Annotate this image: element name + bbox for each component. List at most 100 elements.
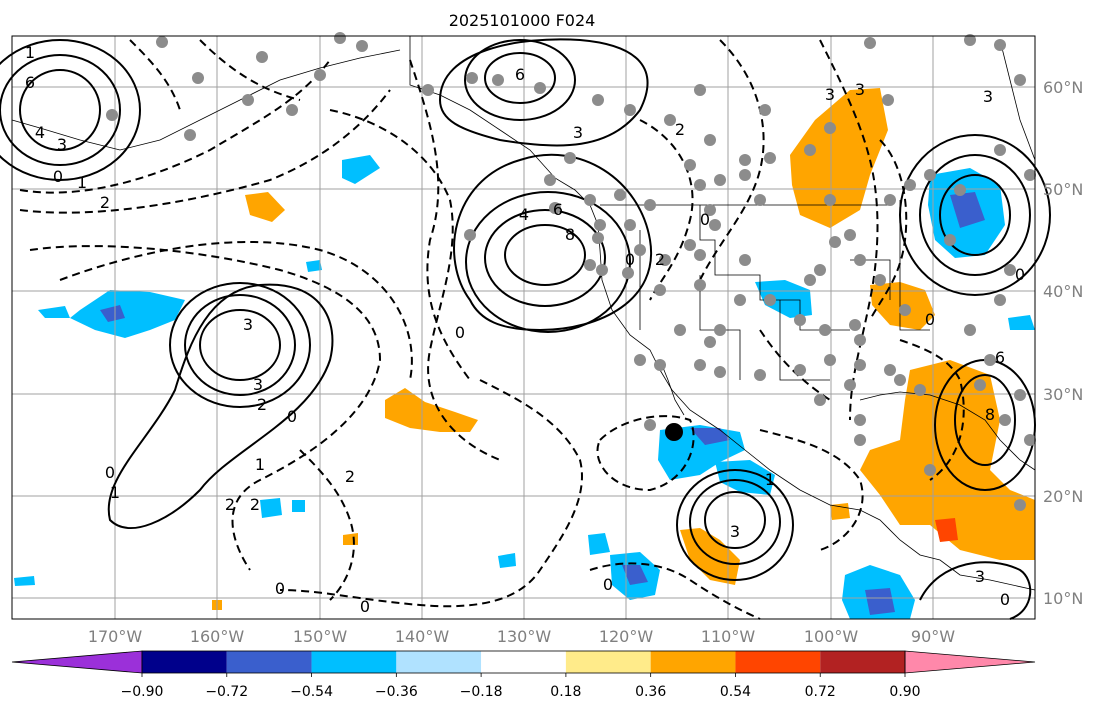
contour-line bbox=[899, 134, 1051, 296]
station-dot bbox=[714, 366, 726, 378]
contour-label: 0 bbox=[603, 575, 613, 594]
contour-label: 0 bbox=[105, 463, 115, 482]
contour-line bbox=[19, 69, 101, 151]
shade-blob bbox=[935, 518, 958, 542]
highlight-marker[interactable] bbox=[665, 423, 683, 441]
contour-label: 2 bbox=[675, 120, 685, 139]
colorbar-frame bbox=[141, 650, 906, 674]
station-dot bbox=[659, 254, 671, 266]
station-dot bbox=[884, 194, 896, 206]
contour-line bbox=[899, 339, 965, 481]
contour-label: 1 bbox=[25, 43, 35, 62]
contour-line bbox=[919, 154, 1031, 276]
station-dot bbox=[994, 144, 1006, 156]
contour-label: 0 bbox=[455, 323, 465, 342]
shade-blob bbox=[260, 498, 282, 518]
lon-label: 110°W bbox=[701, 627, 756, 646]
station-dot bbox=[854, 359, 866, 371]
station-dot bbox=[564, 152, 576, 164]
colorbar-segment bbox=[565, 651, 651, 673]
lon-label: 120°W bbox=[599, 627, 654, 646]
station-dot bbox=[549, 202, 561, 214]
station-dot bbox=[854, 414, 866, 426]
station-dot bbox=[754, 194, 766, 206]
colorbar-segment bbox=[226, 651, 312, 673]
shade-blob bbox=[14, 576, 35, 586]
station-dot bbox=[754, 369, 766, 381]
contour-label: 0 bbox=[1015, 265, 1025, 284]
station-dot bbox=[466, 72, 478, 84]
station-dot bbox=[592, 232, 604, 244]
station-dot bbox=[899, 304, 911, 316]
contour-label: 3 bbox=[243, 315, 253, 334]
colorbar-tick-label: −0.90 bbox=[121, 684, 164, 700]
station-dot bbox=[964, 34, 976, 46]
shade-blob bbox=[790, 88, 888, 228]
station-dot bbox=[794, 364, 806, 376]
station-dot bbox=[704, 134, 716, 146]
longitude-labels: 170°W 160°W 150°W 140°W 130°W 120°W 110°W 100°W… bbox=[88, 627, 955, 646]
contour-line bbox=[129, 39, 181, 111]
station-dot bbox=[904, 179, 916, 191]
colorbar-segment bbox=[396, 651, 482, 673]
shade-blob bbox=[865, 588, 895, 615]
contour-label: 4 bbox=[519, 205, 529, 224]
colorbar-tick-label: −0.18 bbox=[460, 684, 503, 700]
station-dot bbox=[624, 104, 636, 116]
contour-line bbox=[699, 39, 765, 281]
station-dot bbox=[739, 154, 751, 166]
station-dot bbox=[1024, 169, 1036, 181]
contour-line bbox=[759, 429, 864, 551]
station-dot bbox=[739, 254, 751, 266]
shade-blob bbox=[622, 565, 648, 585]
contour-label: 2 bbox=[345, 467, 355, 486]
contour-label: 6 bbox=[515, 65, 525, 84]
colorbar-extend-high bbox=[904, 650, 1036, 674]
lon-label: 160°W bbox=[190, 627, 245, 646]
lon-label: 100°W bbox=[804, 627, 859, 646]
station-dot bbox=[804, 144, 816, 156]
station-dot bbox=[356, 40, 368, 52]
shade-blob bbox=[342, 155, 380, 184]
station-dot bbox=[794, 314, 806, 326]
station-dot bbox=[764, 152, 776, 164]
station-dot bbox=[759, 104, 771, 116]
lat-label: 50°N bbox=[1043, 180, 1083, 199]
station-dot bbox=[994, 294, 1006, 306]
station-dot bbox=[314, 69, 326, 81]
station-dot bbox=[814, 394, 826, 406]
station-dot bbox=[594, 219, 606, 231]
station-dot bbox=[622, 267, 634, 279]
shade-blob bbox=[100, 305, 125, 322]
shade-blob bbox=[385, 388, 478, 432]
station-dot bbox=[884, 364, 896, 376]
colorbar-tick-label: 0.36 bbox=[635, 684, 666, 700]
contour-line bbox=[199, 309, 281, 381]
station-dot bbox=[684, 239, 696, 251]
station-dot bbox=[674, 324, 686, 336]
map-title: 2025101000 F024 bbox=[449, 11, 596, 30]
lon-label: 140°W bbox=[395, 627, 450, 646]
shade-blob bbox=[950, 192, 985, 228]
east-coast bbox=[999, 39, 1036, 161]
contour-line bbox=[484, 52, 556, 104]
shade-blob bbox=[306, 260, 322, 272]
station-dot bbox=[974, 379, 986, 391]
station-dot bbox=[854, 434, 866, 446]
lat-label: 20°N bbox=[1043, 487, 1083, 506]
contour-line bbox=[596, 415, 695, 492]
shade-blob bbox=[860, 360, 1035, 560]
contour-label: 2 bbox=[257, 395, 267, 414]
station-dot bbox=[684, 159, 696, 171]
contour-line bbox=[0, 54, 121, 166]
contour-label: 0 bbox=[275, 579, 285, 598]
lon-label: 90°W bbox=[911, 627, 955, 646]
station-dot bbox=[106, 109, 118, 121]
station-dot bbox=[954, 184, 966, 196]
contour-label: 0 bbox=[1000, 590, 1010, 609]
station-dot bbox=[924, 464, 936, 476]
station-dot bbox=[664, 114, 676, 126]
lat-label: 10°N bbox=[1043, 589, 1083, 608]
colorbar bbox=[11, 650, 1036, 674]
